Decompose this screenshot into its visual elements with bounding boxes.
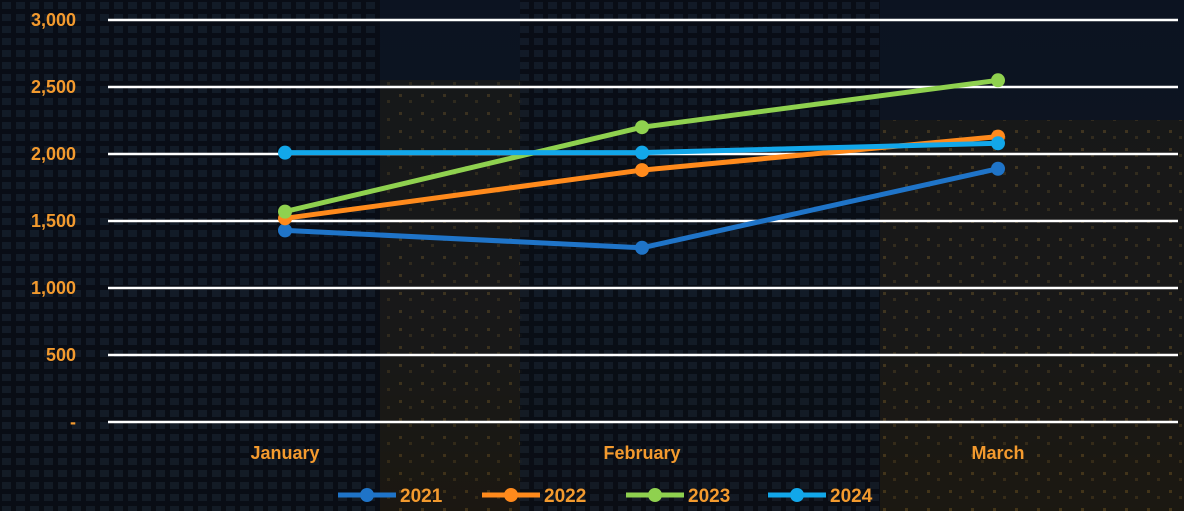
legend-label: 2023 — [688, 486, 730, 507]
data-point — [635, 120, 649, 135]
series-lines — [278, 73, 1005, 255]
legend-marker — [504, 488, 518, 502]
y-tick-label: 1,000 — [31, 278, 76, 298]
legend-marker — [360, 488, 374, 502]
y-tick-label: 3,000 — [31, 10, 76, 30]
y-tick-label: - — [70, 412, 76, 432]
legend-label: 2024 — [830, 486, 873, 507]
data-point — [278, 145, 292, 160]
legend-marker — [790, 488, 804, 502]
y-tick-label: 2,000 — [31, 144, 76, 164]
series-line — [282, 166, 1001, 251]
data-point — [991, 73, 1005, 88]
gridlines — [108, 18, 1178, 424]
legend-item-2024: 2024 — [768, 486, 873, 507]
legend-item-2021: 2021 — [338, 486, 443, 507]
series-2024 — [278, 136, 1005, 160]
y-axis-tick-labels: - 500 1,000 1,500 2,000 2,500 3,000 — [31, 10, 76, 432]
x-axis-tick-labels: January February March — [250, 443, 1024, 463]
x-tick-label: February — [603, 443, 680, 463]
legend: 2021 2022 2023 2024 — [338, 486, 873, 507]
y-tick-label: 2,500 — [31, 77, 76, 97]
data-point — [278, 204, 292, 219]
series-2021 — [278, 161, 1005, 255]
legend-marker — [648, 488, 662, 502]
data-point — [278, 223, 292, 238]
data-point — [635, 240, 649, 255]
legend-label: 2021 — [400, 486, 443, 507]
legend-label: 2022 — [544, 486, 586, 507]
data-point — [635, 145, 649, 160]
data-point — [991, 136, 1005, 151]
data-point — [991, 161, 1005, 176]
x-tick-label: January — [250, 443, 319, 463]
x-tick-label: March — [971, 443, 1024, 463]
y-tick-label: 1,500 — [31, 211, 76, 231]
series-2023 — [278, 73, 1005, 219]
y-tick-label: 500 — [46, 345, 76, 365]
legend-item-2022: 2022 — [482, 486, 586, 507]
legend-item-2023: 2023 — [626, 486, 730, 507]
data-point — [635, 163, 649, 178]
